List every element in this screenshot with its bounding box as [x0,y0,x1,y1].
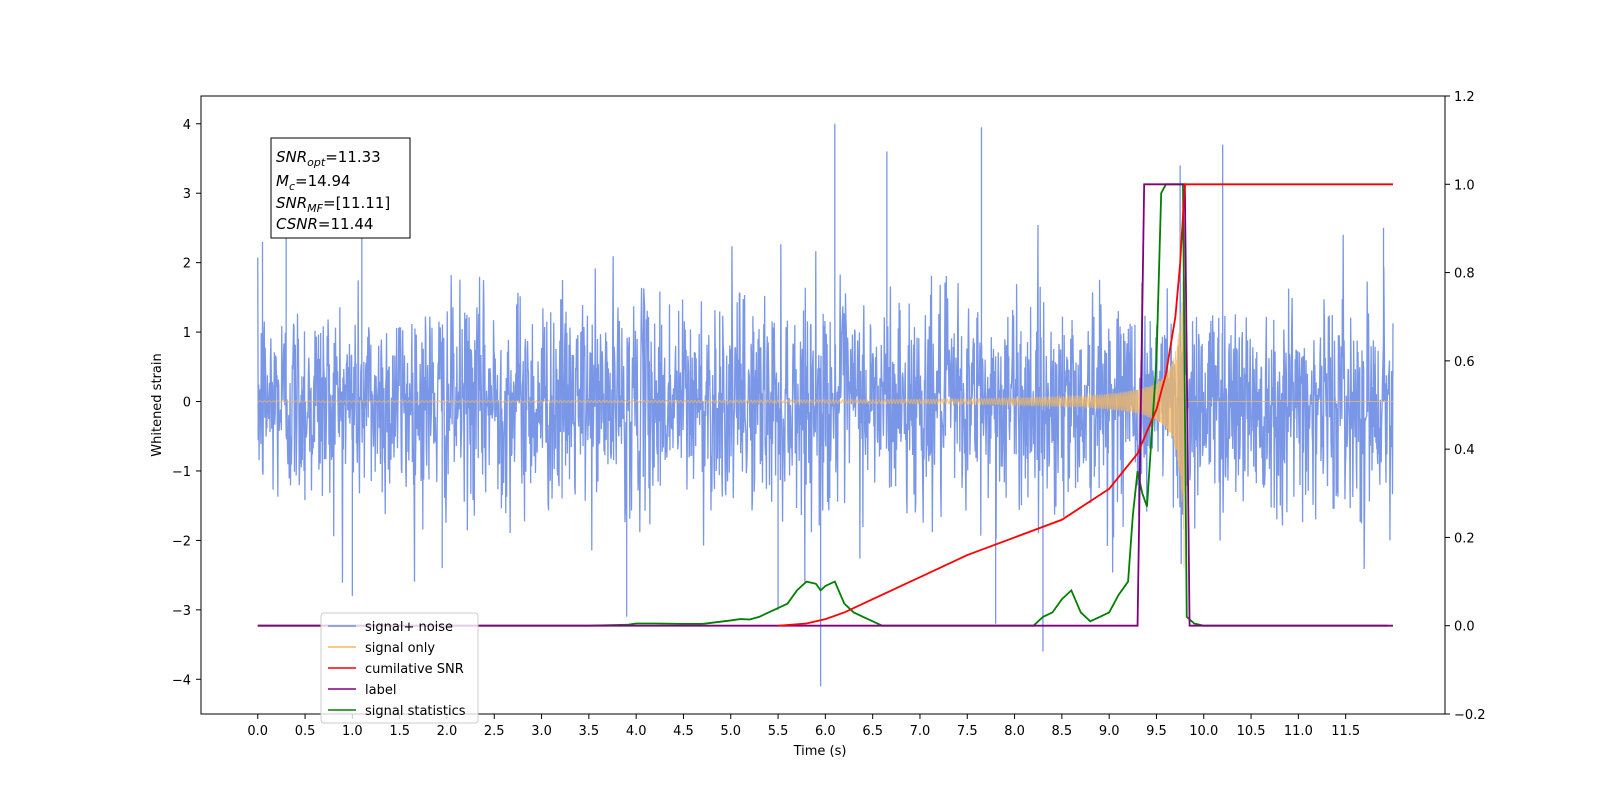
y-tick-label: 1 [183,326,191,341]
x-tick-label: 7.0 [910,724,931,739]
annotation-mc: Mc=14.94 [276,172,351,193]
y2-tick-label: 0.0 [1454,620,1475,635]
y2-tick-label: 1.0 [1454,178,1475,193]
x-tick-label: 4.0 [626,724,647,739]
annotation-snr-opt: SNRopt=11.33 [276,148,381,169]
y-tick-label: −3 [172,604,191,619]
y-tick-label: 2 [183,257,191,272]
y-tick-label: −2 [172,534,191,549]
y-axis-label: Whitened strain [150,353,165,456]
x-tick-label: 10.0 [1189,724,1218,739]
y2-tick-label: 0.2 [1454,531,1475,546]
x-tick-label: 1.0 [342,724,363,739]
y-tick-label: 3 [183,187,191,202]
x-tick-label: 9.0 [1099,724,1120,739]
y-tick-label: 0 [183,396,191,411]
plot-frame [200,95,1446,715]
x-tick-label: 0.5 [295,724,316,739]
x-tick-label: 5.5 [768,724,789,739]
legend-label-label: label [365,683,396,698]
x-tick-label: 11.5 [1331,724,1360,739]
legend-label-signal-only: signal only [365,641,435,656]
y-tick-label: −1 [172,465,191,480]
annotation-csnr: CSNR=11.44 [276,215,373,233]
x-tick-label: 4.5 [673,724,694,739]
x-tick-label: 0.0 [247,724,268,739]
x-tick-label: 1.5 [389,724,410,739]
x-tick-label: 2.0 [437,724,458,739]
legend-item-signal-statistics: signal statistics [328,704,466,719]
y2-tick-label: 0.4 [1454,443,1475,458]
x-tick-label: 6.0 [815,724,836,739]
y2-axis-ticks: 1.2 1.0 0.8 0.6 0.4 0.2 0.0 −0.2 [1445,90,1486,723]
y2-tick-label: 0.6 [1454,355,1475,370]
x-tick-label: 5.0 [720,724,741,739]
y2-tick-label: 0.8 [1454,267,1475,282]
legend-label-cumulative-snr: cumilative SNR [365,662,464,677]
x-tick-label: 7.5 [957,724,978,739]
x-tick-label: 3.5 [579,724,600,739]
y-tick-label: −4 [172,673,191,688]
x-tick-label: 8.5 [1052,724,1073,739]
x-tick-label: 3.0 [531,724,552,739]
annotation-box: SNRopt=11.33 Mc=14.94 SNRMF=[11.11] CSNR… [270,137,411,239]
x-tick-label: 11.0 [1284,724,1313,739]
legend-item-signal-noise: signal+ noise [328,620,453,635]
series-cumulative-snr [777,183,1393,627]
x-axis-ticks: 0.0 0.5 1.0 1.5 2.0 2.5 3.0 3.5 4.0 4.5 5.0 5.5 6.0 6… [247,714,1360,739]
legend-item-label: label [328,683,396,698]
annotation-snr-mf: SNRMF=[11.11] [276,194,390,215]
y2-tick-label: 1.2 [1454,90,1475,105]
x-axis-label: Time (s) [793,744,847,759]
x-tick-label: 10.5 [1237,724,1266,739]
series-signal-noise [257,123,1394,687]
x-tick-label: 6.5 [862,724,883,739]
legend-label-signal-statistics: signal statistics [365,704,466,719]
legend: signal+ noise signal only cumilative SNR… [320,612,479,724]
x-tick-label: 2.5 [484,724,505,739]
x-tick-label: 9.5 [1146,724,1167,739]
x-tick-label: 8.0 [1004,724,1025,739]
series-signal-only [257,241,1393,568]
legend-label-signal-noise: signal+ noise [365,620,453,635]
y-tick-label: 4 [183,118,191,133]
series-label [257,183,1393,627]
legend-item-signal-only: signal only [328,641,435,656]
y2-tick-label: −0.2 [1454,708,1486,723]
y-axis-ticks: 4 3 2 1 0 −1 −2 −3 −4 [172,118,201,688]
series-layer [257,123,1394,687]
legend-item-cumulative-snr: cumilative SNR [328,662,464,677]
